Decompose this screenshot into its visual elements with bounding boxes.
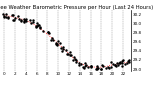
Title: Milwaukee Weather Barometric Pressure per Hour (Last 24 Hours): Milwaukee Weather Barometric Pressure pe…: [0, 5, 154, 10]
